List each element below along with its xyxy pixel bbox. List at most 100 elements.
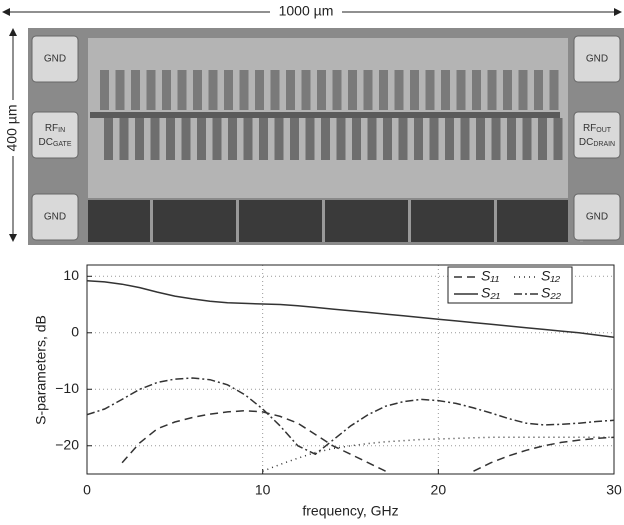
finger <box>243 118 253 160</box>
finger <box>135 118 144 160</box>
x-axis-label: frequency, GHz <box>302 503 398 519</box>
pad-label: GND <box>44 54 66 65</box>
stripe-sep <box>408 200 411 242</box>
finger <box>177 70 187 110</box>
finger <box>445 118 454 160</box>
finger <box>410 70 419 110</box>
stripe-sep <box>236 200 239 242</box>
x-tick-label: 30 <box>606 482 622 498</box>
pad-label: GND <box>44 212 66 223</box>
pad-label: RFOUT <box>583 123 612 134</box>
finger <box>317 70 326 110</box>
pad-label-sub: IN <box>58 127 65 134</box>
finger <box>487 70 497 110</box>
finger <box>398 118 408 160</box>
pad-label-main: RF <box>45 123 58 134</box>
stripe-sep <box>150 200 153 242</box>
y-tick-label: −10 <box>55 380 79 396</box>
label-bg <box>4 100 22 156</box>
finger <box>472 70 481 110</box>
finger <box>367 118 377 160</box>
pad <box>573 111 621 159</box>
finger <box>441 70 450 110</box>
finger <box>534 70 543 110</box>
finger <box>332 70 342 110</box>
finger <box>476 118 485 160</box>
legend-label: S₂₂ <box>541 285 562 301</box>
finger <box>162 70 171 110</box>
stripe-sep <box>494 200 497 242</box>
finger <box>286 70 295 110</box>
stripe-sep <box>322 200 325 242</box>
finger <box>181 118 191 160</box>
y-tick-label: 0 <box>71 323 79 339</box>
pad <box>573 35 621 83</box>
finger <box>491 118 501 160</box>
finger <box>197 118 206 160</box>
chart: −20 −10 0 10 0 10 20 30 frequency, GHz S-paramete… <box>33 264 622 519</box>
pad-label: GND <box>586 212 608 223</box>
finger <box>429 118 439 160</box>
finger <box>549 70 559 110</box>
x-tick-label: 20 <box>431 482 447 498</box>
finger <box>270 70 280 110</box>
finger <box>224 70 233 110</box>
finger <box>522 118 532 160</box>
legend-box <box>447 266 573 304</box>
finger <box>255 70 264 110</box>
pad-label: DCGATE <box>39 137 72 148</box>
pad <box>31 193 79 241</box>
x-tick-label: 0 <box>83 482 91 498</box>
legend-label: S₁₂ <box>541 268 561 284</box>
finger <box>321 118 330 160</box>
finger <box>212 118 222 160</box>
finger <box>394 70 404 110</box>
pad-label-sub: DRAIN <box>593 141 615 148</box>
bus <box>90 112 560 118</box>
dimension-arrows: 1000 µm 400 µm <box>2 3 622 242</box>
pad-label: GND <box>586 54 608 65</box>
finger <box>100 70 109 110</box>
y-axis-label: S-parameters, dB <box>33 315 49 425</box>
y-tick-label: −20 <box>55 436 79 452</box>
finger <box>131 70 140 110</box>
pad-label-sub: OUT <box>596 127 612 134</box>
finger <box>348 70 357 110</box>
finger <box>239 70 249 110</box>
finger <box>460 118 470 160</box>
finger <box>259 118 268 160</box>
finger <box>425 70 435 110</box>
series-line <box>121 409 614 472</box>
pad-label: RFIN <box>45 123 65 134</box>
pad-label-sub: GATE <box>53 141 72 148</box>
pad-label-main: DC <box>39 137 53 148</box>
pad <box>31 35 79 83</box>
finger <box>507 118 516 160</box>
finger <box>538 118 547 160</box>
finger <box>336 118 346 160</box>
finger <box>146 70 156 110</box>
chip-stripes <box>88 200 568 242</box>
finger <box>553 118 563 160</box>
pad <box>573 193 621 241</box>
width-label: 1000 µm <box>279 3 334 19</box>
finger <box>305 118 315 160</box>
finger <box>363 70 373 110</box>
finger <box>119 118 129 160</box>
finger <box>290 118 299 160</box>
finger <box>518 70 528 110</box>
height-label: 400 µm <box>4 105 20 152</box>
series-line <box>87 280 614 339</box>
finger <box>414 118 423 160</box>
finger <box>104 118 113 160</box>
pad-label-main: RF <box>583 123 596 134</box>
finger <box>208 70 218 110</box>
finger <box>456 70 466 110</box>
finger <box>228 118 237 160</box>
finger <box>150 118 160 160</box>
legend-label: S₂₁ <box>481 285 501 301</box>
pad <box>31 111 79 159</box>
legend-label: S₁₁ <box>481 268 500 284</box>
chip-photo: GND GND GND GND RFIN DCGATE RFOUT DCDRAI… <box>28 28 624 245</box>
